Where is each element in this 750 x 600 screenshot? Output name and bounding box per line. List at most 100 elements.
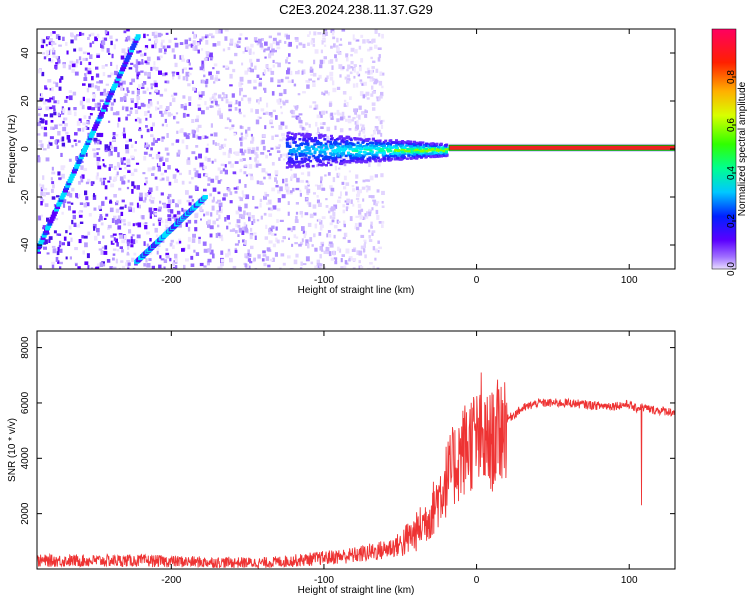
emission-cell bbox=[406, 140, 410, 143]
noise-cell bbox=[244, 227, 248, 233]
noise-cell bbox=[163, 110, 168, 115]
emission-cell bbox=[422, 147, 426, 150]
noise-cell bbox=[263, 195, 267, 200]
noise-cell bbox=[61, 173, 65, 179]
noise-cell bbox=[73, 139, 77, 142]
noise-cell bbox=[96, 148, 101, 151]
y-tick-label: 6000 bbox=[20, 391, 31, 414]
noise-cell bbox=[197, 104, 201, 107]
noise-cell bbox=[354, 127, 358, 132]
noise-cell bbox=[255, 40, 259, 43]
noise-cell bbox=[126, 164, 131, 167]
noise-cell bbox=[50, 177, 53, 181]
noise-cell bbox=[374, 29, 378, 34]
noise-cell bbox=[250, 227, 253, 232]
emission-cell bbox=[424, 155, 428, 158]
noise-cell bbox=[197, 136, 202, 139]
emission-cell bbox=[383, 146, 387, 150]
noise-cell bbox=[38, 69, 42, 74]
noise-cell bbox=[39, 183, 42, 187]
noise-cell bbox=[209, 249, 214, 255]
noise-cell bbox=[127, 35, 131, 41]
noise-cell bbox=[318, 218, 321, 222]
noise-cell bbox=[196, 115, 200, 119]
noise-cell bbox=[136, 100, 139, 105]
noise-cell bbox=[144, 192, 149, 197]
noise-cell bbox=[256, 99, 260, 103]
noise-cell bbox=[107, 227, 110, 230]
emission-cell bbox=[370, 143, 374, 147]
noise-cell bbox=[135, 59, 139, 65]
track-1-cell bbox=[64, 186, 70, 191]
noise-cell bbox=[181, 58, 185, 62]
noise-cell bbox=[224, 217, 227, 222]
noise-cell bbox=[367, 212, 372, 217]
emission-cell bbox=[406, 147, 410, 151]
emission-cell bbox=[289, 149, 293, 152]
noise-cell bbox=[241, 62, 244, 66]
noise-cell bbox=[175, 112, 179, 115]
noise-cell bbox=[123, 162, 126, 166]
noise-cell bbox=[165, 226, 169, 231]
emission-cell bbox=[321, 150, 325, 154]
noise-cell bbox=[222, 48, 226, 52]
noise-cell bbox=[207, 223, 211, 228]
emission-cell bbox=[395, 154, 399, 158]
noise-cell bbox=[188, 67, 193, 70]
noise-cell bbox=[134, 149, 137, 152]
noise-cell bbox=[161, 220, 164, 223]
noise-cell bbox=[117, 117, 121, 122]
noise-cell bbox=[124, 93, 129, 97]
noise-cell bbox=[346, 198, 350, 204]
noise-cell bbox=[62, 63, 66, 69]
noise-cell bbox=[142, 222, 146, 226]
noise-cell bbox=[232, 228, 236, 232]
noise-cell bbox=[113, 237, 116, 241]
noise-cell bbox=[210, 100, 214, 104]
noise-cell bbox=[372, 199, 377, 202]
noise-cell bbox=[363, 239, 367, 242]
noise-cell bbox=[98, 206, 103, 209]
noise-cell bbox=[374, 128, 377, 133]
emission-cell bbox=[348, 154, 352, 158]
emission-cell bbox=[407, 154, 411, 157]
track-1-cell bbox=[91, 129, 96, 134]
emission-cell bbox=[329, 145, 333, 148]
noise-cell bbox=[257, 254, 261, 259]
emission-cell bbox=[416, 147, 420, 150]
noise-cell bbox=[353, 67, 356, 73]
emission-cell bbox=[306, 163, 310, 166]
track-1-cell bbox=[95, 119, 101, 124]
emission-cell bbox=[378, 159, 382, 163]
emission-cell bbox=[340, 148, 344, 151]
noise-cell bbox=[143, 155, 147, 161]
noise-cell bbox=[185, 222, 188, 227]
noise-cell bbox=[271, 259, 275, 262]
noise-cell bbox=[215, 30, 219, 34]
noise-cell bbox=[381, 190, 385, 195]
emission-cell bbox=[407, 142, 411, 146]
noise-cell bbox=[186, 113, 190, 117]
noise-cell bbox=[89, 54, 93, 59]
noise-cell bbox=[207, 157, 211, 162]
noise-cell bbox=[265, 111, 269, 115]
noise-cell bbox=[305, 180, 309, 183]
noise-cell bbox=[352, 117, 356, 120]
noise-cell bbox=[68, 225, 72, 230]
noise-cell bbox=[57, 100, 60, 105]
emission-cell bbox=[431, 148, 435, 151]
emission-cell bbox=[431, 144, 434, 147]
noise-cell bbox=[100, 222, 104, 226]
noise-cell bbox=[215, 75, 218, 78]
noise-cell bbox=[343, 103, 346, 107]
emission-cell bbox=[429, 155, 433, 159]
emission-cell bbox=[329, 146, 333, 150]
emission-cell bbox=[424, 144, 428, 147]
noise-cell bbox=[162, 72, 166, 77]
noise-cell bbox=[274, 134, 279, 137]
noise-cell bbox=[69, 232, 72, 235]
noise-cell bbox=[232, 265, 237, 269]
emission-cell bbox=[436, 145, 440, 149]
noise-cell bbox=[245, 129, 248, 135]
noise-cell bbox=[120, 206, 124, 210]
